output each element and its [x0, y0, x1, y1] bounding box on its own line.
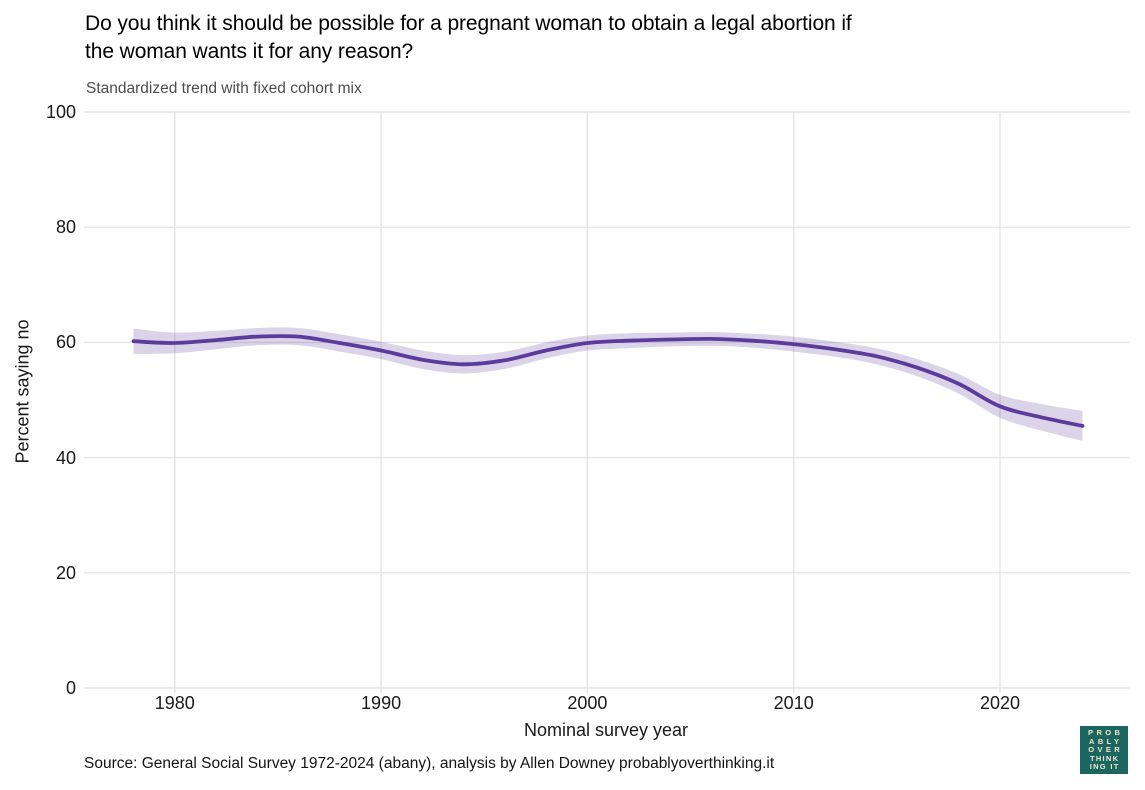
logo-text-row: PROB	[1088, 728, 1124, 737]
trend-line	[131, 334, 1085, 428]
y-tick-label: 80	[55, 217, 76, 238]
chart-title-line-1: Do you think it should be possible for a…	[85, 12, 852, 35]
y-tick-label: 40	[55, 447, 76, 468]
source-note: Source: General Social Survey 1972-2024 …	[84, 755, 775, 772]
chart-title: Do you think it should be possible for a…	[85, 10, 1045, 65]
x-tick-label: 2000	[567, 693, 608, 713]
chart-subtitle: Standardized trend with fixed cohort mix	[86, 80, 362, 97]
x-tick-label: 2010	[773, 693, 814, 713]
confidence-band	[133, 327, 1083, 441]
y-tick-label: 20	[55, 562, 76, 583]
y-tick-label: 0	[65, 678, 76, 698]
logo-text-row: ING IT	[1089, 762, 1120, 772]
x-tick-label: 1980	[154, 693, 195, 713]
logo-text-row: THINK	[1089, 753, 1120, 763]
x-tick-label: 1990	[361, 693, 402, 713]
logo-text-row: ABLY	[1089, 736, 1123, 746]
gridlines	[84, 111, 1130, 693]
probablyoverthinking-logo: PROB ABLY OVER THINK ING IT	[1080, 726, 1128, 774]
y-tick-label: 100	[45, 102, 76, 122]
y-axis-label: Percent saying no	[12, 319, 33, 464]
logo-text-row: OVER	[1088, 745, 1124, 755]
chart-title-line-2: the woman wants it for any reason?	[85, 39, 414, 63]
x-tick-label: 2020	[979, 693, 1021, 713]
y-tick-label: 60	[55, 332, 76, 353]
x-axis-label: Nominal survey year	[523, 720, 689, 740]
